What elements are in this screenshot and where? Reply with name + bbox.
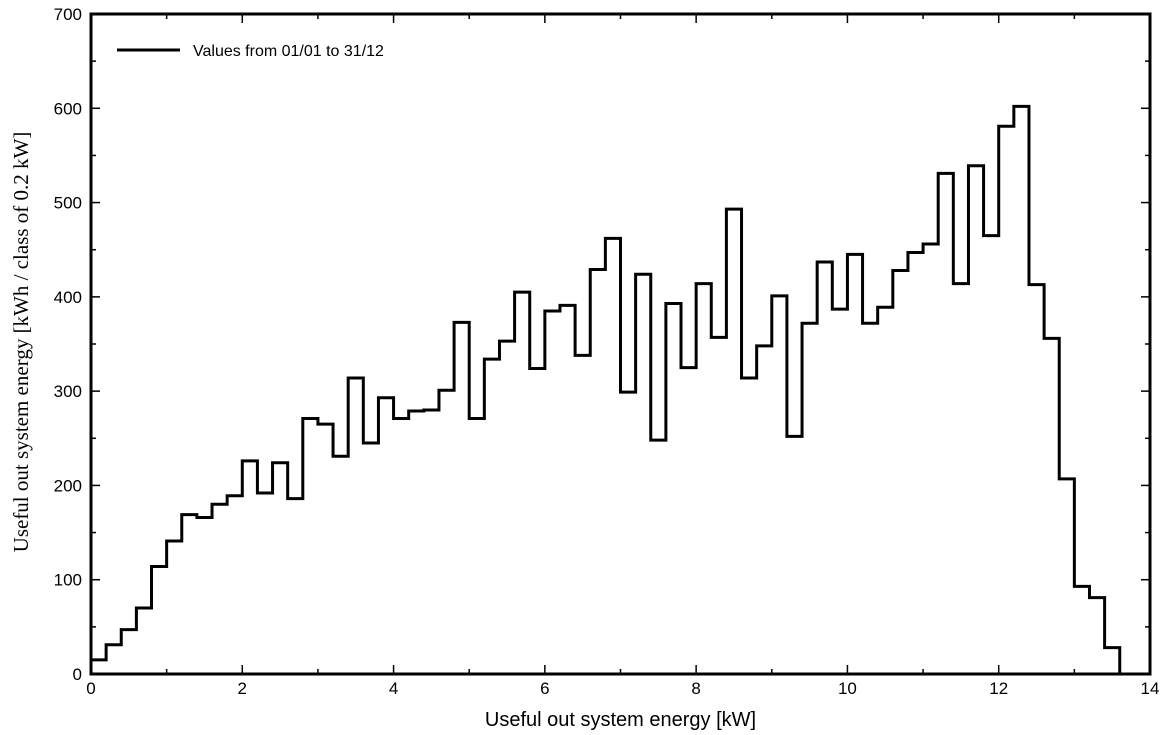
y-tick-label: 700 bbox=[54, 5, 82, 24]
y-tick-label: 300 bbox=[54, 382, 82, 401]
y-tick-label: 600 bbox=[54, 99, 82, 118]
x-axis-title: Useful out system energy [kW] bbox=[485, 709, 756, 731]
y-tick-label: 500 bbox=[54, 194, 82, 213]
y-axis-title: Useful out system energy [kWh / class of… bbox=[9, 132, 33, 553]
x-tick-label: 10 bbox=[838, 679, 857, 698]
x-tick-label: 8 bbox=[691, 679, 700, 698]
x-tick-label: 12 bbox=[989, 679, 1008, 698]
legend: Values from 01/01 to 31/12 bbox=[117, 43, 384, 60]
plot-area-frame bbox=[89, 12, 1152, 676]
energy-histogram-line bbox=[89, 104, 1122, 674]
x-tick-label: 0 bbox=[86, 679, 95, 698]
y-tick-label: 400 bbox=[54, 288, 82, 307]
y-tick-label: 200 bbox=[54, 476, 82, 495]
axis-tick-labels: 0 2 4 6 8 10 12 14 0 100 200 300 400 500 600 700 bbox=[54, 5, 1160, 698]
x-tick-label: 2 bbox=[238, 679, 247, 698]
x-tick-label: 4 bbox=[389, 679, 398, 698]
x-tick-label: 14 bbox=[1141, 679, 1160, 698]
y-tick-label: 100 bbox=[54, 571, 82, 590]
y-tick-label: 0 bbox=[73, 665, 82, 684]
x-tick-label: 6 bbox=[540, 679, 549, 698]
legend-series-label: Values from 01/01 to 31/12 bbox=[193, 43, 384, 60]
